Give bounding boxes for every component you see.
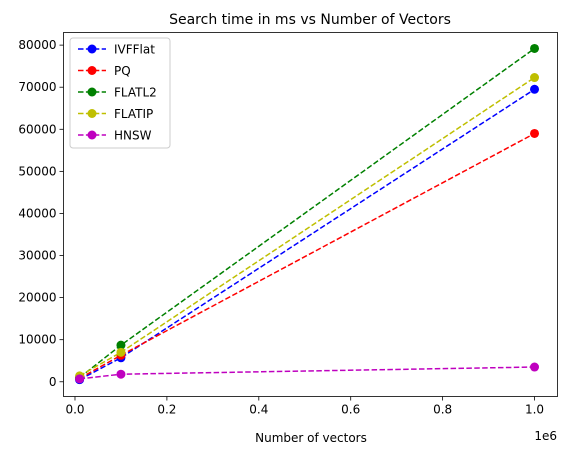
- legend-marker-flatl2: [87, 87, 97, 97]
- legend-box: [69, 37, 171, 149]
- data-point-flatl2: [116, 340, 126, 350]
- legend: IVFFlat PQ FLATL2 FLATIP HNSW: [69, 37, 171, 149]
- data-point-flatl2: [530, 43, 540, 53]
- x-axis-offset-label: 1e6: [534, 429, 557, 443]
- legend-label-pq: PQ: [114, 64, 131, 78]
- y-tick-label: 20000: [18, 291, 56, 305]
- legend-marker-pq: [87, 66, 97, 75]
- legend-label-flatl2: FLATL2: [114, 86, 157, 100]
- legend-label-ivfflat: IVFFlat: [114, 43, 155, 57]
- y-tick-label: 70000: [18, 80, 56, 94]
- data-point-flatip: [530, 73, 540, 83]
- data-point-flatip: [116, 347, 126, 357]
- series-layer: [75, 43, 540, 385]
- x-axis-ticks: 0.0 0.2 0.4 0.6 0.8 1.0: [65, 396, 544, 417]
- legend-marker-hnsw: [87, 130, 97, 140]
- x-tick-label: 0.0: [65, 403, 84, 417]
- legend-label-flatip: FLATIP: [114, 107, 153, 121]
- y-tick-label: 80000: [18, 38, 56, 52]
- data-point-ivfflat: [530, 84, 540, 94]
- x-tick-label: 0.6: [341, 403, 360, 417]
- series-line-hnsw: [79, 366, 535, 380]
- x-axis-label: Number of vectors: [255, 431, 367, 445]
- data-point-hnsw: [75, 374, 85, 384]
- y-tick-label: 0: [49, 375, 57, 389]
- data-point-pq: [530, 128, 540, 138]
- y-axis-ticks: 0 10000 20000 30000 40000 50000 60000 70000 8000…: [18, 38, 64, 389]
- y-tick-label: 30000: [18, 249, 56, 263]
- y-tick-label: 40000: [18, 206, 56, 220]
- data-point-hnsw: [116, 369, 126, 379]
- series-line-pq: [79, 132, 535, 380]
- y-tick-label: 50000: [18, 164, 56, 178]
- data-point-hnsw: [530, 362, 540, 372]
- legend-marker-flatip: [87, 109, 97, 118]
- series-line-ivfflat: [79, 88, 535, 381]
- x-tick-label: 0.4: [249, 403, 268, 417]
- legend-marker-ivfflat: [87, 44, 97, 54]
- plot-frame: [63, 32, 558, 397]
- x-tick-label: 0.8: [433, 403, 452, 417]
- y-tick-label: 60000: [18, 122, 56, 136]
- x-tick-label: 1.0: [525, 403, 544, 417]
- x-tick-label: 0.2: [157, 403, 176, 417]
- legend-label-hnsw: HNSW: [114, 129, 152, 143]
- y-tick-label: 10000: [18, 333, 56, 347]
- chart-title: Search time in ms vs Number of Vectors: [169, 12, 451, 28]
